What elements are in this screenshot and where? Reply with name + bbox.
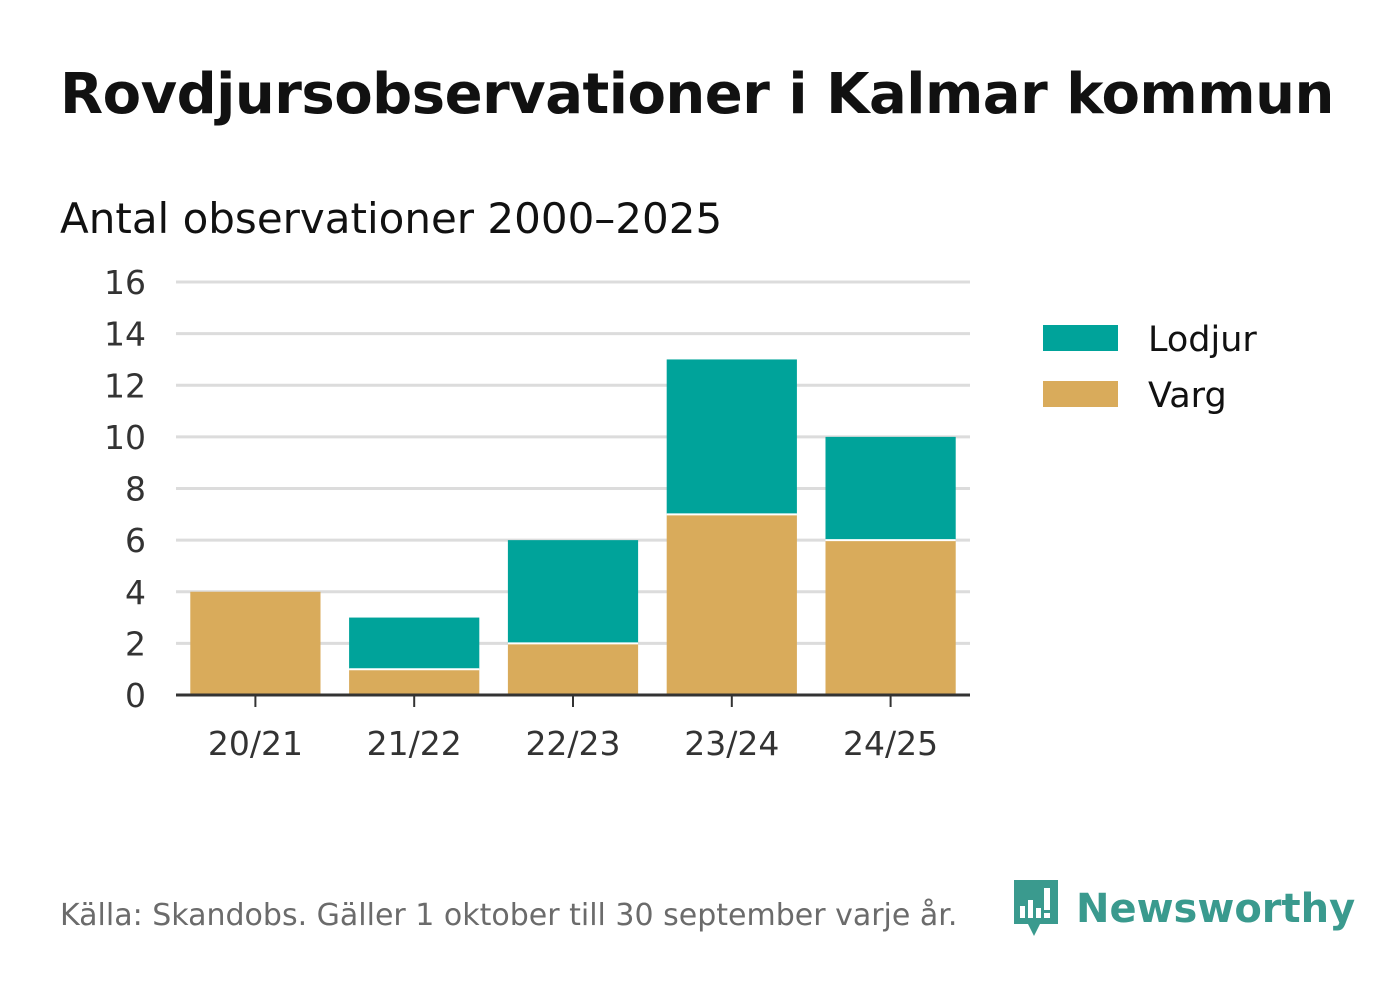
- y-tick-label: 8: [125, 470, 146, 509]
- y-tick-label: 12: [104, 366, 146, 405]
- chart-title: Rovdjursobservationer i Kalmar kommun: [60, 62, 1334, 127]
- y-axis-ticks: 0 2 4 6 8 10 12 14 16: [104, 263, 146, 715]
- bar-varg-20-21: [190, 591, 321, 695]
- bar-varg-22-23: [507, 643, 639, 695]
- x-tick-label: 22/23: [525, 724, 620, 763]
- x-tick-label: 24/25: [843, 724, 938, 763]
- x-axis: 20/21 21/22 22/23 23/24 24/25: [176, 693, 970, 763]
- y-tick-label: 6: [125, 521, 146, 560]
- x-tick-label: 21/22: [367, 724, 462, 763]
- y-tick-label: 2: [125, 624, 146, 663]
- legend-label-lodjur: Lodjur: [1148, 320, 1257, 360]
- bar-varg-23-24: [666, 514, 797, 695]
- y-tick-label: 14: [104, 315, 146, 354]
- bars: [190, 359, 956, 695]
- legend-label-varg: Varg: [1148, 376, 1227, 416]
- newsworthy-logo-icon: [1014, 880, 1058, 936]
- bar-varg-24-25: [825, 540, 956, 695]
- bar-lodjur-23-24: [666, 359, 797, 515]
- y-tick-label: 16: [104, 263, 146, 302]
- legend: Lodjur Varg: [1043, 320, 1257, 416]
- brand-name: Newsworthy: [1076, 886, 1356, 932]
- bar-lodjur-24-25: [825, 436, 956, 541]
- y-tick-label: 10: [104, 418, 146, 457]
- brand-logo: Newsworthy: [1010, 878, 1355, 940]
- x-tick-label: 20/21: [208, 724, 303, 763]
- legend-swatch-lodjur: [1043, 325, 1118, 351]
- chart-subtitle: Antal observationer 2000–2025: [60, 194, 723, 243]
- source-note: Källa: Skandobs. Gäller 1 oktober till 3…: [60, 898, 958, 933]
- legend-swatch-varg: [1043, 381, 1118, 407]
- y-tick-label: 4: [125, 573, 146, 612]
- bar-varg-21-22: [349, 669, 480, 695]
- bar-lodjur-21-22: [349, 617, 480, 670]
- x-tick-label: 23/24: [684, 724, 779, 763]
- y-tick-label: 0: [125, 676, 146, 715]
- bar-lodjur-22-23: [507, 540, 639, 644]
